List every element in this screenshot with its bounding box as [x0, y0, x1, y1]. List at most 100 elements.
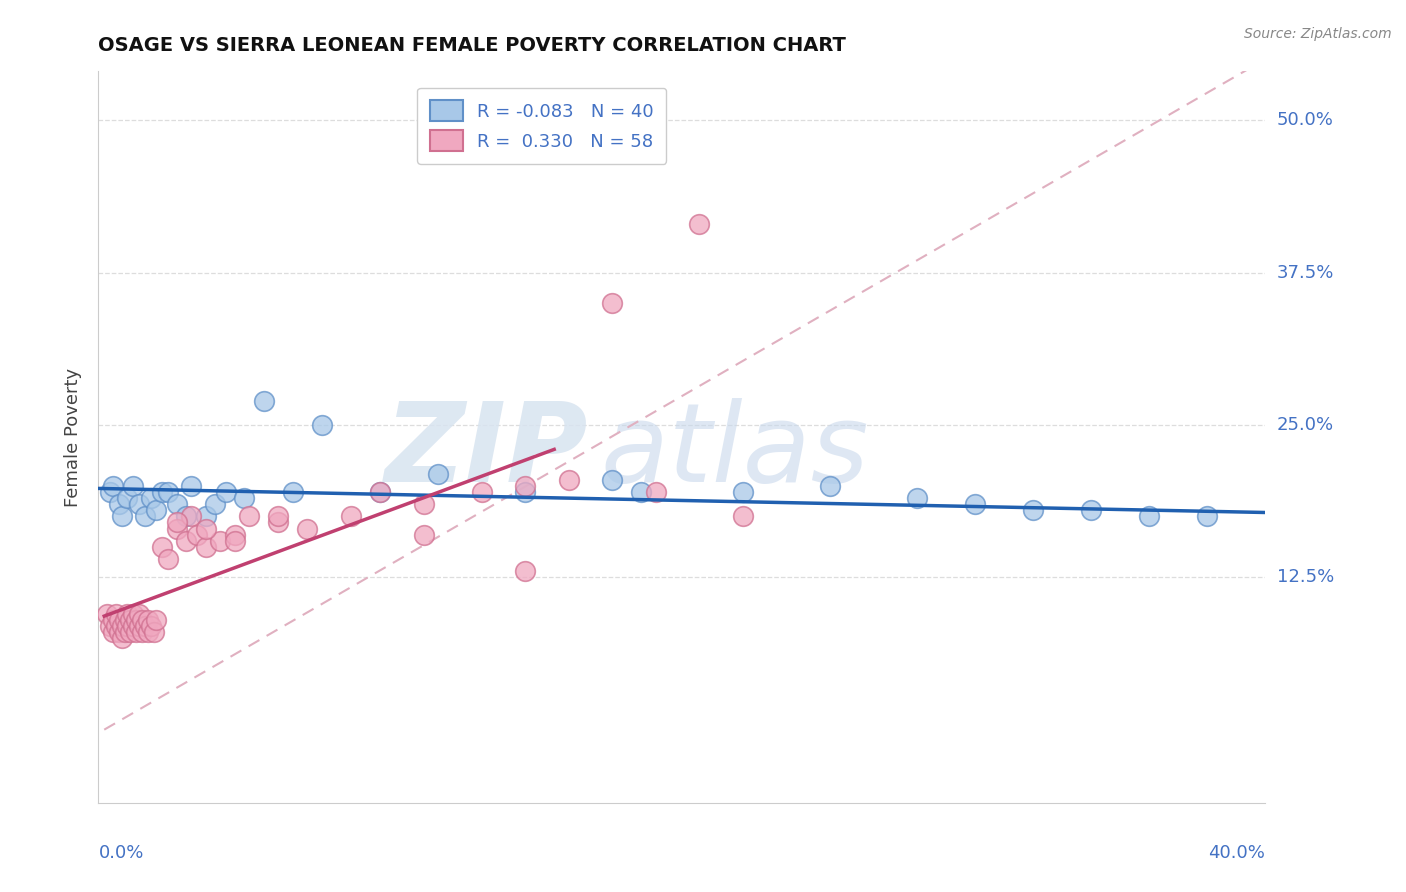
- Point: [131, 625, 153, 640]
- Text: 37.5%: 37.5%: [1277, 263, 1334, 282]
- Point: [180, 479, 202, 493]
- Point: [98, 619, 121, 633]
- Point: [515, 479, 537, 493]
- Point: [139, 619, 162, 633]
- Point: [267, 516, 290, 530]
- Point: [166, 516, 188, 530]
- Point: [174, 533, 197, 548]
- Point: [128, 619, 150, 633]
- Text: 12.5%: 12.5%: [1277, 568, 1334, 586]
- Point: [186, 527, 208, 541]
- Point: [125, 613, 148, 627]
- Point: [340, 509, 363, 524]
- Point: [134, 509, 156, 524]
- Point: [96, 607, 118, 621]
- Point: [117, 607, 139, 621]
- Point: [515, 564, 537, 578]
- Point: [368, 485, 391, 500]
- Text: ZIP: ZIP: [385, 398, 589, 505]
- Point: [101, 479, 124, 493]
- Point: [194, 540, 217, 554]
- Point: [131, 613, 153, 627]
- Point: [122, 607, 145, 621]
- Point: [111, 632, 134, 646]
- Point: [101, 613, 124, 627]
- Point: [215, 485, 238, 500]
- Point: [122, 479, 145, 493]
- Point: [111, 509, 134, 524]
- Point: [204, 497, 226, 511]
- Text: Source: ZipAtlas.com: Source: ZipAtlas.com: [1244, 27, 1392, 41]
- Point: [731, 485, 754, 500]
- Point: [194, 521, 217, 535]
- Point: [134, 619, 156, 633]
- Point: [122, 619, 145, 633]
- Point: [965, 497, 987, 511]
- Point: [471, 485, 494, 500]
- Point: [194, 509, 217, 524]
- Point: [1197, 509, 1219, 524]
- Point: [224, 533, 246, 548]
- Point: [688, 217, 710, 231]
- Point: [145, 503, 167, 517]
- Text: 50.0%: 50.0%: [1277, 112, 1333, 129]
- Point: [630, 485, 652, 500]
- Point: [120, 625, 142, 640]
- Point: [104, 619, 127, 633]
- Point: [166, 497, 188, 511]
- Point: [905, 491, 928, 505]
- Point: [114, 613, 136, 627]
- Point: [209, 533, 232, 548]
- Point: [600, 296, 623, 310]
- Point: [101, 625, 124, 640]
- Point: [120, 613, 142, 627]
- Point: [557, 473, 579, 487]
- Point: [150, 540, 173, 554]
- Text: 40.0%: 40.0%: [1209, 845, 1265, 863]
- Point: [107, 625, 129, 640]
- Y-axis label: Female Poverty: Female Poverty: [65, 368, 83, 507]
- Point: [412, 527, 434, 541]
- Point: [125, 625, 148, 640]
- Point: [145, 613, 167, 627]
- Point: [117, 491, 139, 505]
- Point: [104, 607, 127, 621]
- Point: [107, 497, 129, 511]
- Point: [174, 509, 197, 524]
- Point: [98, 485, 121, 500]
- Point: [600, 473, 623, 487]
- Point: [139, 491, 162, 505]
- Point: [142, 625, 165, 640]
- Point: [136, 613, 159, 627]
- Text: 0.0%: 0.0%: [98, 845, 143, 863]
- Point: [157, 552, 180, 566]
- Point: [311, 417, 333, 432]
- Point: [107, 613, 129, 627]
- Text: atlas: atlas: [600, 398, 869, 505]
- Point: [150, 485, 173, 500]
- Point: [412, 497, 434, 511]
- Point: [731, 509, 754, 524]
- Point: [128, 497, 150, 511]
- Point: [111, 619, 134, 633]
- Point: [267, 509, 290, 524]
- Point: [368, 485, 391, 500]
- Point: [281, 485, 304, 500]
- Point: [427, 467, 450, 481]
- Text: 25.0%: 25.0%: [1277, 416, 1334, 434]
- Legend: R = -0.083   N = 40, R =  0.330   N = 58: R = -0.083 N = 40, R = 0.330 N = 58: [418, 87, 666, 164]
- Point: [232, 491, 254, 505]
- Point: [157, 485, 180, 500]
- Point: [180, 509, 202, 524]
- Point: [224, 527, 246, 541]
- Point: [253, 393, 276, 408]
- Point: [297, 521, 319, 535]
- Point: [238, 509, 260, 524]
- Point: [515, 485, 537, 500]
- Point: [166, 521, 188, 535]
- Point: [1137, 509, 1160, 524]
- Point: [818, 479, 841, 493]
- Point: [1080, 503, 1102, 517]
- Point: [644, 485, 666, 500]
- Point: [128, 607, 150, 621]
